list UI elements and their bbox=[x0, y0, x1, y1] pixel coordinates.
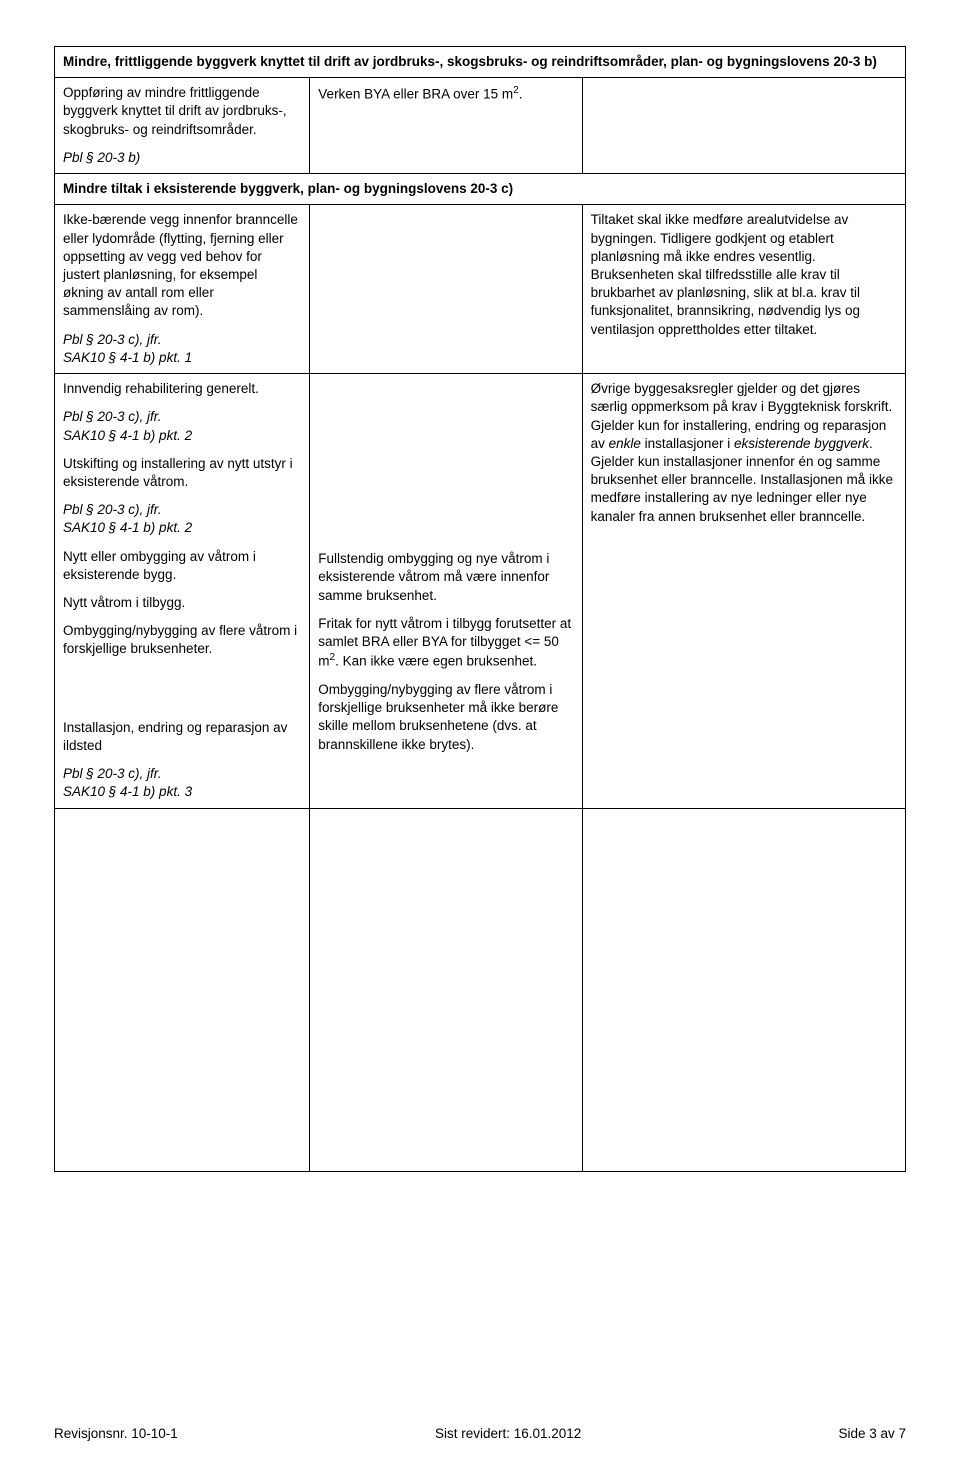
mid-p2: Fritak for nytt våtrom i tilbygg forutse… bbox=[318, 615, 573, 671]
cell-left: Innvendig rehabilitering generelt. Pbl §… bbox=[55, 374, 310, 809]
cell-right bbox=[582, 808, 905, 1171]
block-a-ref2: SAK10 § 4-1 b) pkt. 2 bbox=[63, 427, 301, 445]
cell-left bbox=[55, 808, 310, 1171]
mid-text: Verken BYA eller BRA over 15 m bbox=[318, 87, 513, 102]
mid-tail: . bbox=[519, 87, 523, 102]
block-b-ref1: Pbl § 20-3 c), jfr. bbox=[63, 501, 301, 519]
block-c-l2: Nytt våtrom i tilbygg. bbox=[63, 594, 301, 612]
cell-mid: Fullstendig ombygging og nye våtrom i ek… bbox=[310, 374, 582, 809]
mid-spacer bbox=[318, 380, 573, 550]
right2-p1b: enkle bbox=[609, 436, 641, 451]
cell-mid bbox=[310, 808, 582, 1171]
table-row: Oppføring av mindre frittliggende byggve… bbox=[55, 78, 906, 174]
mid-p3: Ombygging/nybygging av flere våtrom i fo… bbox=[318, 681, 573, 754]
section-header-1: Mindre, frittliggende byggverk knyttet t… bbox=[55, 47, 906, 78]
block-d-ref1: Pbl § 20-3 c), jfr. bbox=[63, 765, 301, 783]
right2-p1c: installasjoner i bbox=[641, 436, 734, 451]
cell-mid bbox=[310, 205, 582, 374]
footer-right: Side 3 av 7 bbox=[838, 1425, 906, 1443]
block-b-text: Utskifting og installering av nytt utsty… bbox=[63, 455, 301, 491]
block-b-ref2: SAK10 § 4-1 b) pkt. 2 bbox=[63, 519, 301, 537]
page-footer: Revisjonsnr. 10-10-1 Sist revidert: 16.0… bbox=[54, 1425, 906, 1443]
mid-p2b: . Kan ikke være egen bruksenhet. bbox=[335, 654, 537, 669]
cell-mid: Verken BYA eller BRA over 15 m2. bbox=[310, 78, 582, 174]
cell-left: Oppføring av mindre frittliggende byggve… bbox=[55, 78, 310, 174]
block-d-text: Installasjon, endring og reparasjon av i… bbox=[63, 719, 301, 755]
table-row bbox=[55, 808, 906, 1171]
table-row: Mindre, frittliggende byggverk knyttet t… bbox=[55, 47, 906, 78]
left-text: Ikke-bærende vegg innenfor branncelle el… bbox=[63, 211, 301, 320]
cell-left: Ikke-bærende vegg innenfor branncelle el… bbox=[55, 205, 310, 374]
block-c-l3: Ombygging/nybygging av flere våtrom i fo… bbox=[63, 622, 301, 658]
table-row: Mindre tiltak i eksisterende byggverk, p… bbox=[55, 174, 906, 205]
table-row: Innvendig rehabilitering generelt. Pbl §… bbox=[55, 374, 906, 809]
footer-center: Sist revidert: 16.01.2012 bbox=[435, 1425, 581, 1443]
page: Mindre, frittliggende byggverk knyttet t… bbox=[0, 0, 960, 1463]
right2-p1d: eksisterende byggverk bbox=[734, 436, 869, 451]
block-d-ref2: SAK10 § 4-1 b) pkt. 3 bbox=[63, 783, 301, 801]
cell-right bbox=[582, 78, 905, 174]
footer-left: Revisjonsnr. 10-10-1 bbox=[54, 1425, 178, 1443]
left-text: Oppføring av mindre frittliggende byggve… bbox=[63, 84, 301, 139]
left-ref-1: Pbl § 20-3 c), jfr. bbox=[63, 331, 301, 349]
left-ref: Pbl § 20-3 b) bbox=[63, 149, 301, 167]
section-header-2: Mindre tiltak i eksisterende byggverk, p… bbox=[55, 174, 906, 205]
right-text: Tiltaket skal ikke medføre arealutvidels… bbox=[591, 211, 897, 339]
cell-right: Øvrige byggesaksregler gjelder og det gj… bbox=[582, 374, 905, 809]
left-ref-2: SAK10 § 4-1 b) pkt. 1 bbox=[63, 349, 301, 367]
block-c-l1: Nytt eller ombygging av våtrom i eksiste… bbox=[63, 548, 301, 584]
regulations-table: Mindre, frittliggende byggverk knyttet t… bbox=[54, 46, 906, 1172]
block-a-ref1: Pbl § 20-3 c), jfr. bbox=[63, 408, 301, 426]
block-a-text: Innvendig rehabilitering generelt. bbox=[63, 380, 301, 398]
cell-right: Tiltaket skal ikke medføre arealutvidels… bbox=[582, 205, 905, 374]
mid-p1: Fullstendig ombygging og nye våtrom i ek… bbox=[318, 550, 573, 605]
table-row: Ikke-bærende vegg innenfor branncelle el… bbox=[55, 205, 906, 374]
